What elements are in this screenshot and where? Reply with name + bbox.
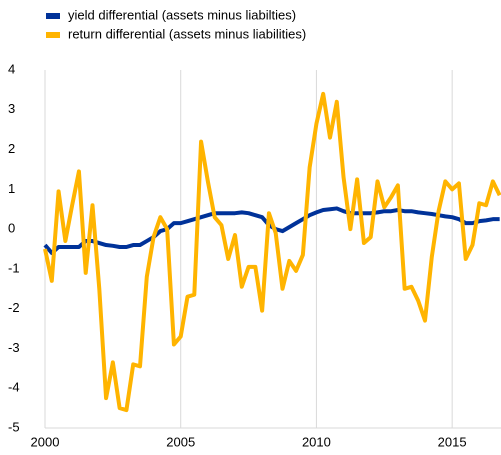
y-tick-label: 2 [8, 141, 15, 156]
y-tick-label: -2 [8, 300, 20, 315]
y-tick-label: 3 [8, 101, 15, 116]
y-tick-label: -3 [8, 340, 20, 355]
legend-swatch [46, 32, 60, 38]
x-tick-label: 2000 [31, 434, 60, 449]
x-tick-label: 2005 [166, 434, 195, 449]
series-line [43, 91, 501, 413]
y-tick-label: 0 [8, 221, 15, 236]
x-tick-label: 2015 [438, 434, 467, 449]
x-tick-label: 2010 [302, 434, 331, 449]
y-tick-label: 4 [8, 61, 15, 76]
legend-label: return differential (assets minus liabil… [68, 26, 306, 41]
y-tick-label: -1 [8, 260, 20, 275]
legend-label: yield differential (assets minus liabilt… [68, 7, 296, 22]
y-tick-label: -5 [8, 419, 20, 434]
y-tick-label: -4 [8, 380, 20, 395]
legend-swatch [46, 13, 60, 19]
y-tick-label: 1 [8, 181, 15, 196]
